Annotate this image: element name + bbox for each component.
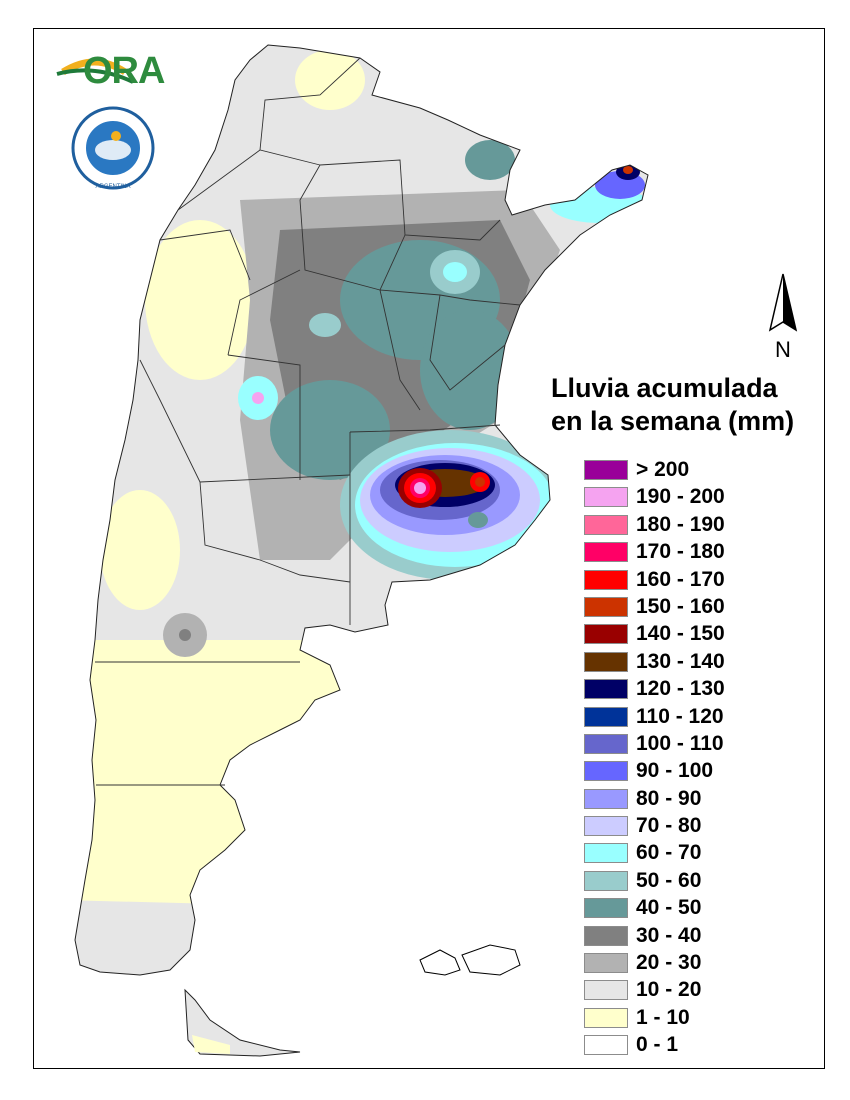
legend-label: 0 - 1: [636, 1033, 679, 1057]
legend-swatch: [584, 980, 628, 1001]
legend-swatch: [584, 514, 628, 535]
legend-label: 40 - 50: [636, 896, 702, 920]
legend-label: 30 - 40: [636, 923, 702, 947]
legend-label: 140 - 150: [636, 622, 725, 646]
legend-swatch: [584, 870, 628, 891]
svg-text:ARGENTINA: ARGENTINA: [95, 184, 130, 190]
legend-swatch: [584, 487, 628, 508]
legend-label: 130 - 140: [636, 649, 725, 673]
tierra-del-fuego: [184, 988, 301, 1057]
smn-seal-logo: ARGENTINA: [71, 106, 155, 190]
legend-title-line1: Lluvia acumulada: [551, 373, 778, 403]
province-borders: [95, 57, 521, 786]
legend-title-line2: en la semana (mm): [551, 406, 795, 436]
legend-swatch: [584, 843, 628, 864]
legend-swatch: [584, 679, 628, 700]
legend-swatch: [584, 706, 628, 727]
legend-swatch: [584, 624, 628, 645]
legend-label: 150 - 160: [636, 594, 725, 618]
legend-label: 50 - 60: [636, 868, 702, 892]
legend-swatch: [584, 542, 628, 563]
legend-swatch: [584, 733, 628, 754]
legend-swatch: [584, 898, 628, 919]
legend-swatch: [584, 925, 628, 946]
ora-logo: ORA: [55, 44, 165, 94]
tierra-del-fuego-rain: [192, 1035, 230, 1054]
ora-sun-icon: [56, 58, 134, 84]
legend-swatch: [584, 460, 628, 480]
legend-label: 100 - 110: [636, 731, 724, 755]
legend-label: 120 - 130: [636, 677, 725, 701]
legend-swatch: [584, 953, 628, 974]
legend-label: 70 - 80: [636, 814, 702, 838]
legend-label: 80 - 90: [636, 786, 702, 810]
legend-title: Lluvia acumulada en la semana (mm): [551, 372, 794, 438]
legend-swatch: [584, 788, 628, 809]
legend-swatch: [584, 1035, 628, 1056]
north-label: N: [775, 337, 791, 362]
legend-label: 160 - 170: [636, 567, 725, 591]
legend-swatch: [584, 1007, 628, 1028]
legend-label: 110 - 120: [636, 704, 724, 728]
malvinas-islands: [419, 944, 521, 976]
legend-label: 60 - 70: [636, 841, 702, 865]
country-outline: [74, 44, 649, 976]
legend-swatch: [584, 761, 628, 782]
legend-swatch: [584, 596, 628, 617]
ora-logo-text: ORA: [83, 50, 165, 92]
legend-label: > 200: [636, 458, 690, 481]
legend-label: 180 - 190: [636, 512, 725, 536]
legend-label: 1 - 10: [636, 1005, 690, 1029]
legend-swatch: [584, 651, 628, 672]
legend-label: 170 - 180: [636, 540, 725, 564]
legend-label: 90 - 100: [636, 759, 714, 783]
legend-swatch: [584, 816, 628, 837]
legend-label: 20 - 30: [636, 951, 702, 975]
legend-swatch: [584, 569, 628, 590]
legend-label: 190 - 200: [636, 485, 725, 509]
legend-label: 10 - 20: [636, 978, 702, 1002]
north-arrow-icon: [768, 273, 798, 332]
